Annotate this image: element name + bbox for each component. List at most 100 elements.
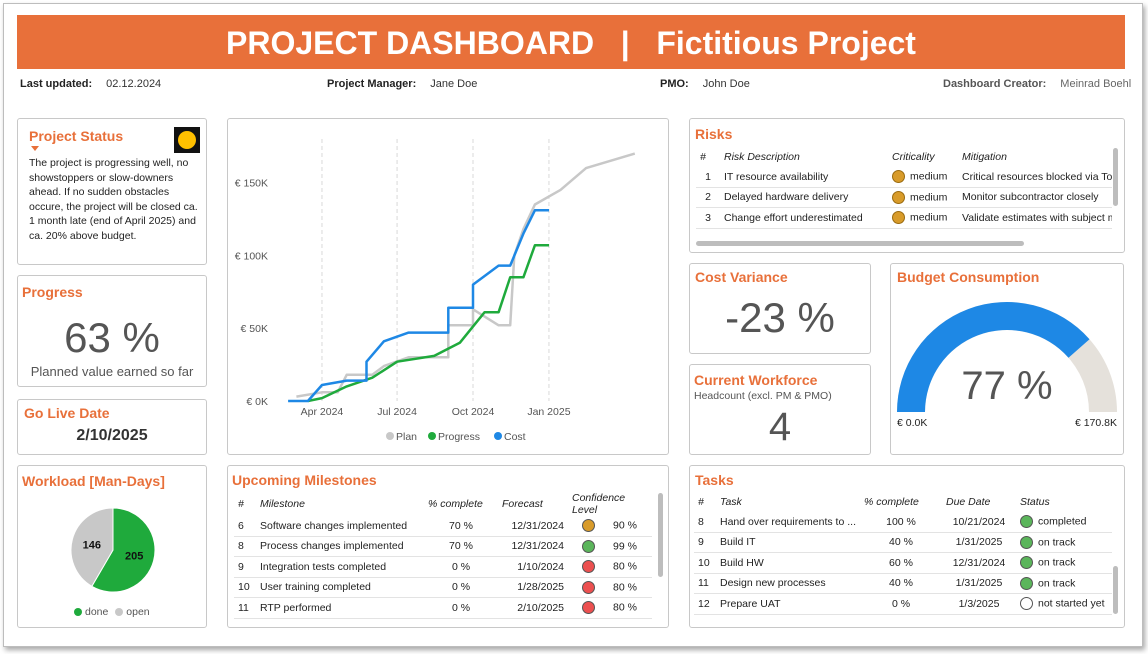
task-status: completed (1016, 512, 1112, 533)
risk-num: 3 (696, 207, 720, 229)
workload-card: Workload [Man-Days] 205 146 done open (17, 465, 207, 628)
series-line-progress[interactable] (307, 244, 549, 403)
risks-col-criticality: Criticality (892, 151, 935, 163)
risks-vertical-scrollbar[interactable] (1113, 148, 1118, 206)
gauge-fill (897, 302, 1090, 412)
milestone-pct: 0 % (424, 597, 498, 619)
task-pct: 0 % (860, 593, 942, 615)
task-col-due: Due Date (946, 496, 991, 508)
milestone-row[interactable]: 11 RTP performed 0 % 2/10/2025 80 % (234, 597, 652, 619)
task-status-label: not started yet (1038, 597, 1105, 610)
task-row[interactable]: 10 Build HW 60 % 12/31/2024 on track (694, 552, 1112, 574)
task-num: 10 (694, 552, 716, 574)
budget-min-label: € 0.0K (897, 417, 928, 429)
legend-label-cost: Cost (504, 431, 526, 443)
dashboard-creator-value: Meinrad Boehl (1060, 78, 1132, 90)
milestone-pct: 70 % (424, 516, 498, 537)
budget-value: 77 % (961, 364, 1053, 408)
milestones-scrollbar[interactable] (658, 493, 663, 577)
dashboard-creator-label: Dashboard Creator: (943, 78, 1047, 90)
risk-criticality: medium (888, 167, 958, 188)
milestones-title: Upcoming Milestones (232, 472, 377, 488)
legend-done-dot (74, 608, 82, 617)
progress-card: Progress 63 % Planned value earned so fa… (17, 275, 207, 387)
milestone-row[interactable]: 8 Process changes implemented 70 % 12/31/20… (234, 536, 652, 557)
risks-col-mitigation: Mitigation (962, 151, 1007, 163)
legend-open-dot (115, 608, 124, 617)
risk-row[interactable]: 3 Change effort underestimated medium Valid… (696, 207, 1112, 229)
task-status: not started yet (1016, 593, 1112, 615)
task-num: 9 (694, 532, 716, 553)
milestone-forecast: 2/10/2025 (498, 597, 568, 619)
task-row[interactable]: 11 Design new processes 40 % 1/31/2025 on tr… (694, 573, 1112, 594)
task-status-label: on track (1038, 577, 1076, 590)
task-due: 1/31/2025 (942, 573, 1016, 594)
task-num: 11 (694, 573, 716, 594)
workforce-value: 4 (768, 405, 792, 449)
risk-row[interactable]: 1 IT resource availability medium Critical … (696, 167, 1112, 188)
task-row[interactable]: 9 Build IT 40 % 1/31/2025 on track (694, 532, 1112, 553)
confidence-dot-icon (582, 539, 595, 553)
legend-label-progress: Progress (438, 431, 480, 443)
pie-label-open: 146 (83, 539, 101, 551)
task-pct: 60 % (860, 552, 942, 574)
legend-label-plan: Plan (396, 431, 417, 443)
series-line-plan[interactable] (296, 152, 636, 398)
milestone-row[interactable]: 10 User training completed 0 % 1/28/2025 80 … (234, 577, 652, 598)
pie-slice-open[interactable] (70, 507, 114, 587)
go-live-title: Go Live Date (24, 405, 110, 421)
cost-line-chart: € 0K € 50K € 100K € 150K Apr 2024 Jul 2024 Oct… (235, 139, 636, 443)
milestone-name: User training completed (256, 577, 424, 598)
risks-col-num: # (700, 151, 706, 163)
budget-card: Budget Consumption 77 % € 0.0K € 170.8K (890, 263, 1124, 455)
criticality-dot-icon (892, 190, 905, 204)
project-status-title: Project Status (29, 128, 124, 144)
milestone-forecast: 1/28/2025 (498, 577, 568, 598)
pmo: PMO: John Doe (660, 78, 750, 90)
workload-pie-chart: 205 146 (70, 507, 156, 593)
milestones-card: Upcoming Milestones # Milestone % comple… (227, 465, 669, 628)
status-dot-icon (1020, 576, 1033, 590)
task-row[interactable]: 8 Hand over requirements to ... 100 % 10/21… (694, 512, 1112, 533)
risks-table-wrap[interactable]: # Risk Description Criticality Mitigatio… (696, 147, 1112, 243)
workforce-card: Current Workforce Headcount (excl. PM & … (689, 364, 871, 455)
milestones-table: # Milestone % complete Forecast Confiden… (234, 492, 652, 619)
go-live-value: 2/10/2025 (76, 427, 148, 444)
tasks-table-wrap[interactable]: # Task % complete Due Date Status 8 Hand … (694, 492, 1112, 623)
task-col-num: # (698, 496, 704, 508)
criticality-dot-icon (892, 211, 905, 225)
milestone-num: 6 (234, 516, 256, 537)
risk-row[interactable]: 2 Delayed hardware delivery medium Monitor … (696, 187, 1112, 208)
x-tick-label: Oct 2024 (452, 406, 495, 418)
task-status: on track (1016, 552, 1112, 574)
confidence-dot-icon (582, 560, 595, 574)
risk-desc: Delayed hardware delivery (720, 187, 888, 208)
series-line-cost[interactable] (288, 209, 549, 403)
milestone-pct: 0 % (424, 577, 498, 598)
tasks-scrollbar[interactable] (1113, 566, 1118, 614)
pie-label-done: 205 (125, 551, 143, 563)
pie-slice-done[interactable] (91, 507, 156, 593)
task-due: 1/31/2025 (942, 532, 1016, 553)
legend-dot-cost (494, 432, 502, 440)
milestone-num: 8 (234, 536, 256, 557)
milestone-row[interactable]: 6 Software changes implemented 70 % 12/31/2… (234, 516, 652, 537)
task-name: Build HW (716, 552, 860, 574)
y-tick-label: € 50K (241, 323, 268, 335)
task-due: 10/21/2024 (942, 512, 1016, 533)
task-status-label: on track (1038, 536, 1076, 549)
risks-horizontal-scrollbar[interactable] (696, 241, 1024, 246)
legend-open-label: open (126, 606, 150, 618)
progress-title: Progress (22, 284, 83, 300)
status-light-icon (178, 131, 196, 149)
project-status-text: The project is progressing well, no show… (29, 157, 198, 242)
last-updated-value: 02.12.2024 (106, 78, 162, 90)
task-row[interactable]: 12 Prepare UAT 0 % 1/3/2025 not started yet (694, 593, 1112, 615)
milestones-table-wrap[interactable]: # Milestone % complete Forecast Confiden… (234, 492, 652, 623)
cost-variance-title: Cost Variance (695, 269, 788, 285)
milestone-forecast: 12/31/2024 (498, 536, 568, 557)
milestone-row[interactable]: 9 Integration tests completed 0 % 1/10/2024… (234, 556, 652, 578)
confidence-dot-icon (582, 580, 595, 594)
workforce-subtitle: Headcount (excl. PM & PMO) (694, 390, 832, 402)
risk-desc: IT resource availability (720, 167, 888, 188)
